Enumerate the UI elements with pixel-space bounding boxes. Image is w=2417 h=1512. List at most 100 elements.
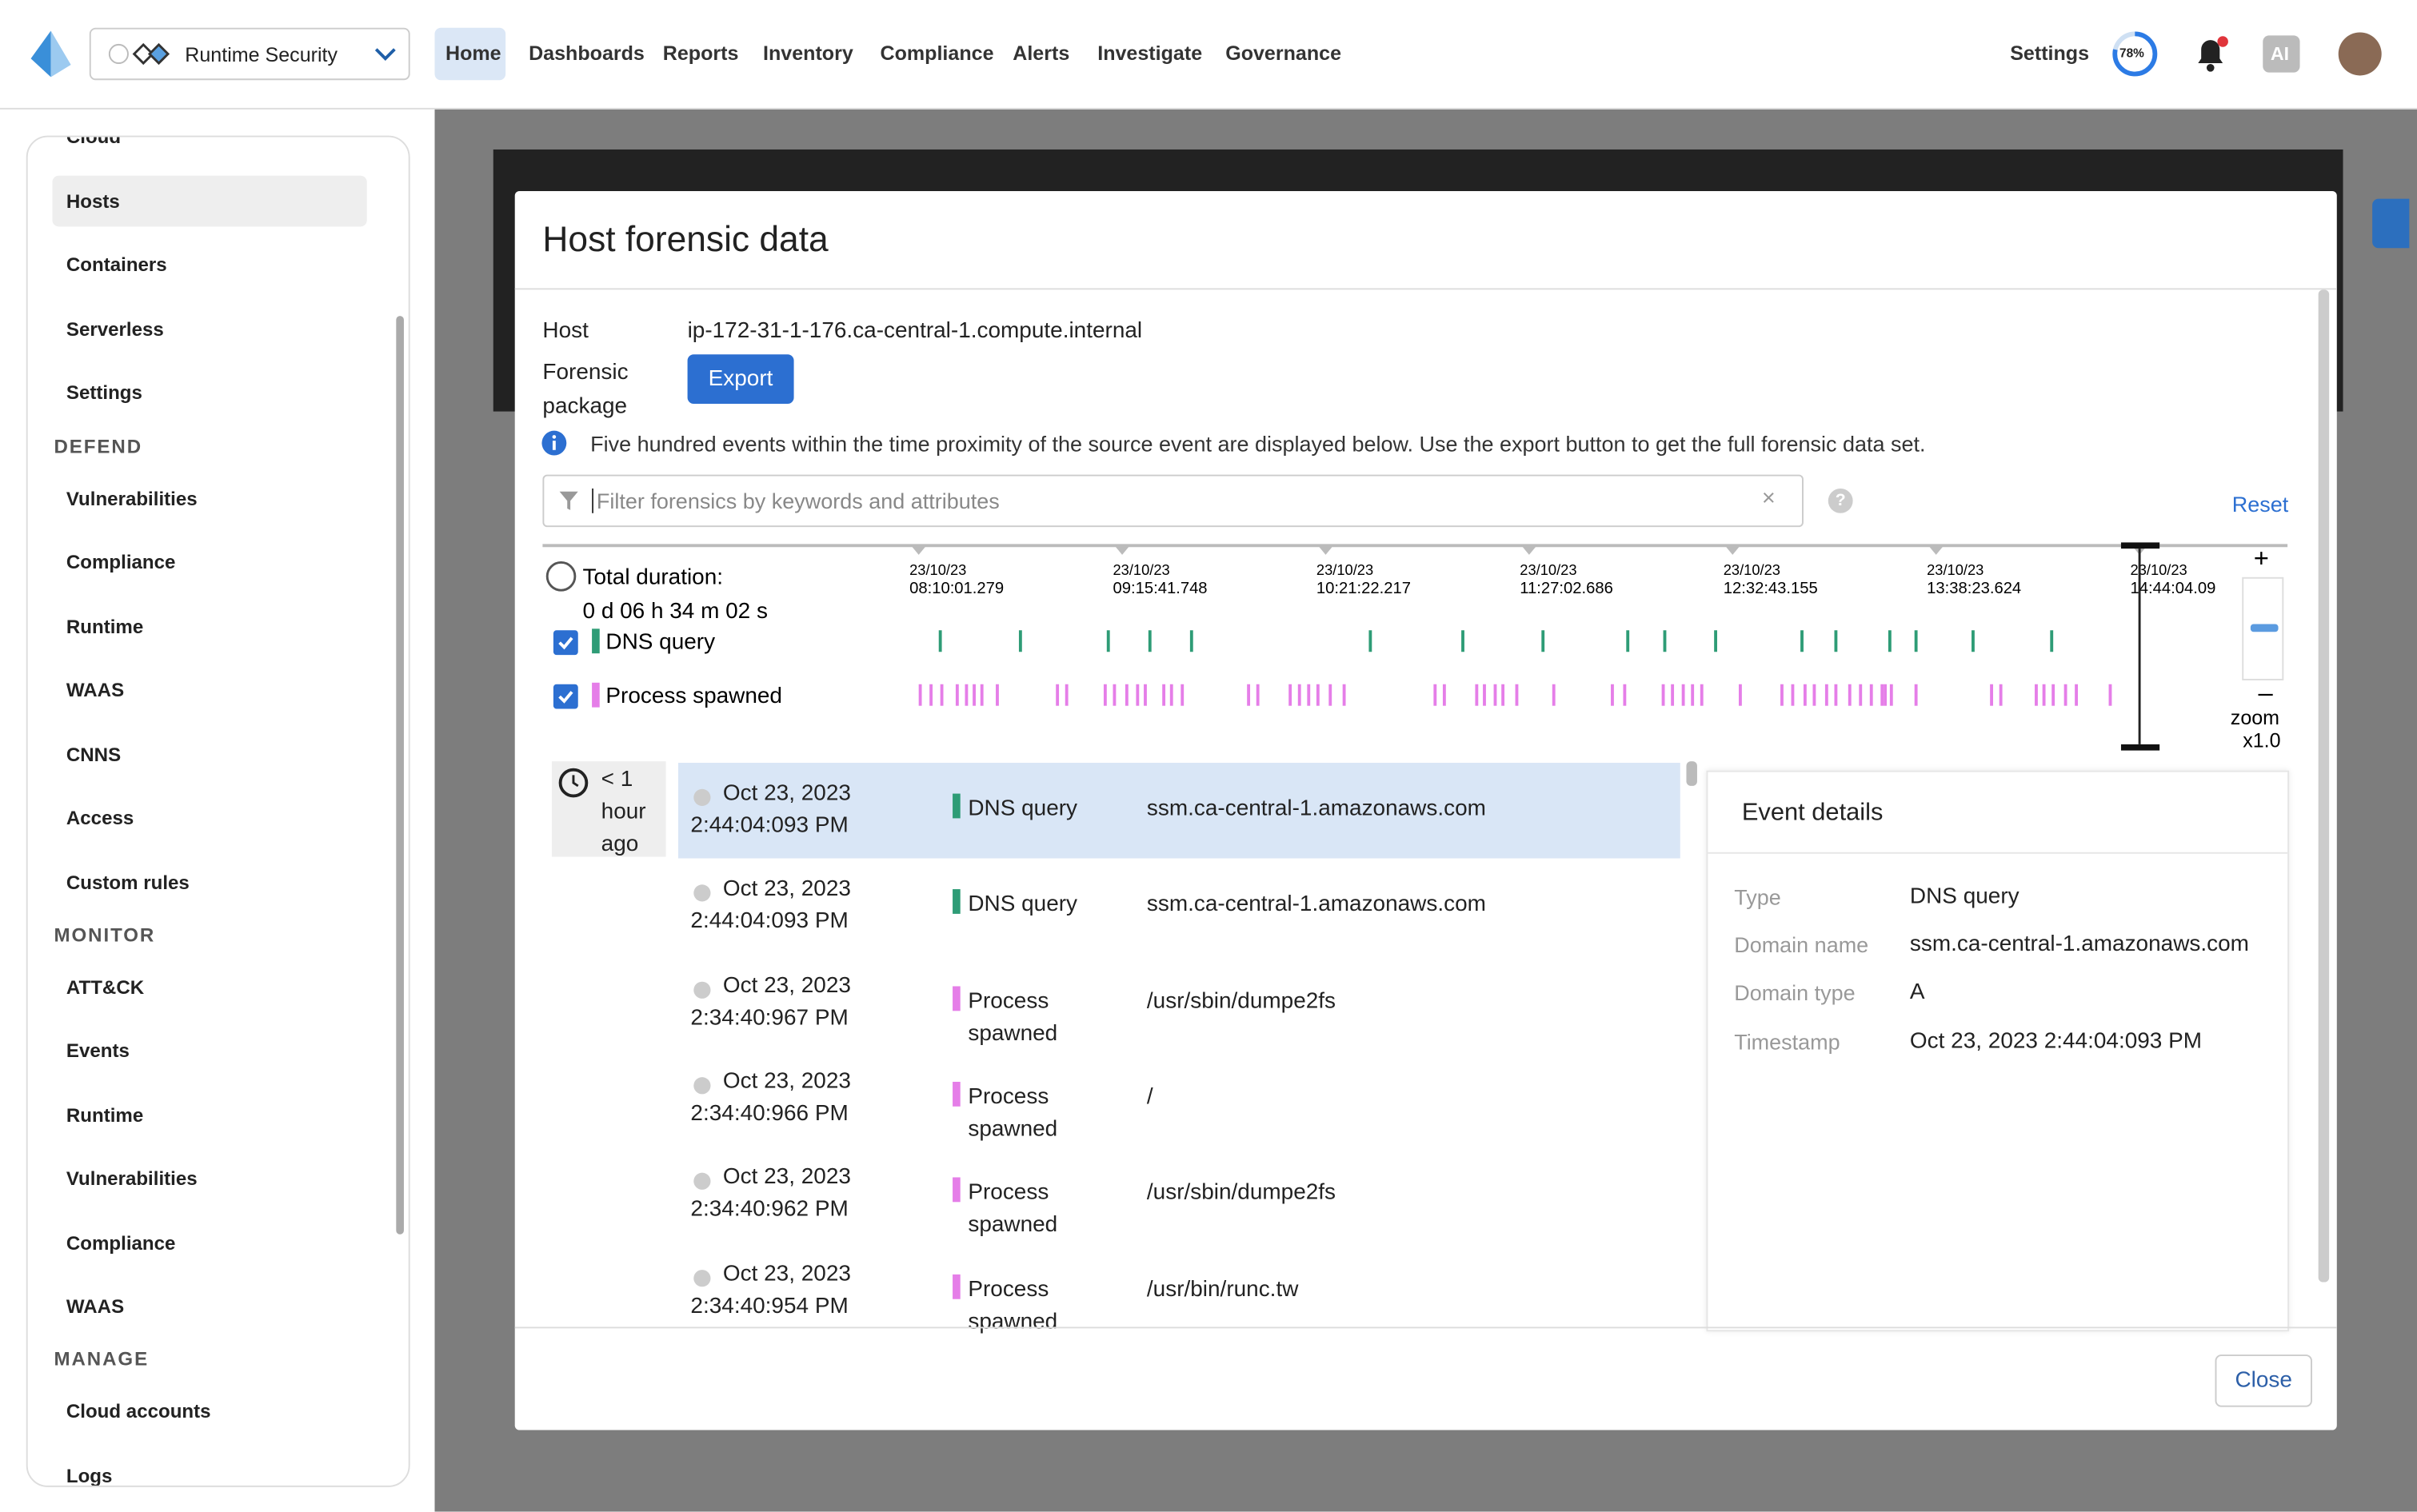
event-time: 2:34:40:966 PM [690, 1101, 849, 1127]
menu-item[interactable]: Compliance [880, 42, 994, 65]
tick-time: 14:44:04.09 [2131, 580, 2216, 597]
side-toggle[interactable] [2372, 198, 2410, 249]
event-row[interactable]: Oct 23, 2023 2:34:40:962 PM Process spawne… [678, 1147, 1680, 1242]
status-dot [693, 980, 711, 999]
menu-item[interactable]: Investigate [1097, 42, 1203, 65]
tick-date: 23/10/23 [1724, 561, 1780, 578]
tick-marker [1724, 545, 1740, 555]
modal-title: Host forensic data [542, 218, 829, 259]
checkbox[interactable] [553, 630, 578, 656]
nav-item[interactable]: Runtime [66, 615, 144, 637]
nav-item[interactable]: Compliance [66, 551, 176, 573]
duration-value: 0 d 06 h 34 m 02 s [583, 598, 768, 623]
section-heading: DEFEND [54, 435, 143, 457]
menu-item[interactable]: Alerts [1013, 42, 1070, 65]
logo [30, 30, 71, 78]
nav-item[interactable]: WAAS [66, 679, 125, 701]
help-icon[interactable]: ? [1828, 488, 1853, 513]
field-key: Timestamp [1734, 1028, 1840, 1054]
divider [514, 1326, 2337, 1329]
menu-item[interactable]: Inventory [763, 42, 853, 65]
event-time: 2:34:40:962 PM [690, 1197, 849, 1223]
bell[interactable] [2192, 34, 2232, 74]
zoom-out[interactable]: – [2258, 677, 2273, 707]
event-row[interactable]: Oct 23, 2023 2:34:40:967 PM Process spawne… [678, 955, 1680, 1050]
package-label: Forensic package [542, 360, 629, 420]
product-switcher[interactable]: Runtime Security [89, 27, 410, 81]
chevron [374, 48, 396, 61]
event-detail: /usr/sbin/dumpe2fs [1146, 1180, 1336, 1206]
event-detail: /usr/bin/runc.tw [1146, 1276, 1299, 1302]
status-dot [693, 1173, 711, 1191]
brush-bottom [2120, 744, 2160, 751]
nav-item[interactable]: Cloud [66, 135, 122, 149]
host-value: ip-172-31-1-176.ca-central-1.compute.int… [687, 318, 1143, 344]
event-time: 2:34:40:967 PM [690, 1005, 849, 1031]
event-row[interactable]: Oct 23, 2023 2:44:04:093 PM DNS query ssm.c… [678, 763, 1680, 859]
ai-chip[interactable]: AI [2263, 35, 2300, 73]
clock-icon [558, 768, 589, 798]
menu-item[interactable]: Dashboards [529, 42, 645, 65]
event-time: 2:44:04:093 PM [690, 813, 849, 839]
status-dot [693, 788, 711, 806]
nav-item[interactable]: Runtime [66, 1103, 144, 1126]
menu-item[interactable]: Reports [662, 42, 739, 65]
event-detail: ssm.ca-central-1.amazonaws.com [1146, 796, 1486, 822]
progress-label: 78% [2119, 46, 2144, 61]
menu-item[interactable]: Governance [1225, 42, 1342, 65]
nav-item[interactable]: CNNS [66, 743, 122, 765]
clear-filter[interactable]: × [1761, 485, 1776, 512]
filter-input[interactable]: Filter forensics by keywords and attribu… [542, 474, 1804, 528]
tick-time: 08:10:01.279 [909, 580, 1004, 597]
menu-item[interactable]: Home [445, 42, 501, 65]
type-swatch [953, 793, 961, 819]
nav-item[interactable]: Events [66, 1039, 130, 1062]
filter-placeholder: Filter forensics by keywords and attribu… [592, 488, 1000, 513]
nav-item[interactable]: Compliance [66, 1231, 176, 1254]
group-cell: < 1 hour ago [551, 761, 666, 857]
divider [1708, 852, 2288, 854]
nav-item[interactable]: Hosts [66, 190, 120, 213]
nav-item[interactable]: Serverless [66, 317, 164, 340]
tick-date: 23/10/23 [1927, 561, 1984, 578]
legend-swatch [592, 628, 600, 654]
tick-date: 23/10/23 [1316, 561, 1373, 578]
zoom-thumb[interactable] [2250, 624, 2279, 632]
event-date: Oct 23, 2023 [722, 973, 851, 999]
reset-link[interactable]: Reset [2231, 491, 2289, 517]
nav-item[interactable]: WAAS [66, 1295, 125, 1318]
nav-item[interactable]: Logs [66, 1464, 113, 1486]
nav-item[interactable]: Vulnerabilities [66, 487, 198, 509]
close-button[interactable]: Close [2215, 1354, 2312, 1407]
tick-date: 23/10/23 [1520, 561, 1576, 578]
nav-item[interactable]: Settings [66, 381, 142, 404]
status-dot [693, 1269, 711, 1287]
zoom-in[interactable]: + [2254, 543, 2269, 572]
nav-item[interactable]: ATT&CK [66, 975, 145, 998]
event-type: Process spawned [968, 988, 1058, 1046]
status-dot [693, 1076, 711, 1095]
event-row[interactable]: Oct 23, 2023 2:44:04:093 PM DNS query ssm.c… [678, 859, 1680, 954]
avatar[interactable] [2338, 32, 2382, 76]
field-value: Oct 23, 2023 2:44:04:093 PM [1909, 1028, 2203, 1054]
event-date: Oct 23, 2023 [722, 1261, 851, 1287]
zoom-track [2242, 576, 2284, 680]
type-swatch [953, 1273, 961, 1299]
nav-item[interactable]: Access [66, 807, 134, 829]
event-row[interactable]: Oct 23, 2023 2:34:40:966 PM Process spawne… [678, 1051, 1680, 1146]
event-row[interactable]: Oct 23, 2023 2:34:40:954 PM Process spawne… [678, 1243, 1680, 1338]
brush-top [2120, 542, 2160, 549]
host-label: Host [542, 318, 589, 344]
tick-time: 13:38:23.624 [1927, 580, 2021, 597]
settings-link[interactable]: Settings [2010, 42, 2090, 65]
nav-item[interactable]: Containers [66, 254, 167, 276]
product-name: Runtime Security [185, 42, 338, 66]
tick-time: 09:15:41.748 [1113, 580, 1208, 597]
nav-item[interactable]: Cloud accounts [66, 1400, 211, 1422]
export-button[interactable]: Export [687, 354, 794, 404]
nav-item[interactable]: Custom rules [66, 871, 190, 893]
nav-item[interactable]: Vulnerabilities [66, 1167, 198, 1190]
checkbox[interactable] [553, 684, 578, 709]
field-key: Domain name [1734, 932, 1869, 958]
